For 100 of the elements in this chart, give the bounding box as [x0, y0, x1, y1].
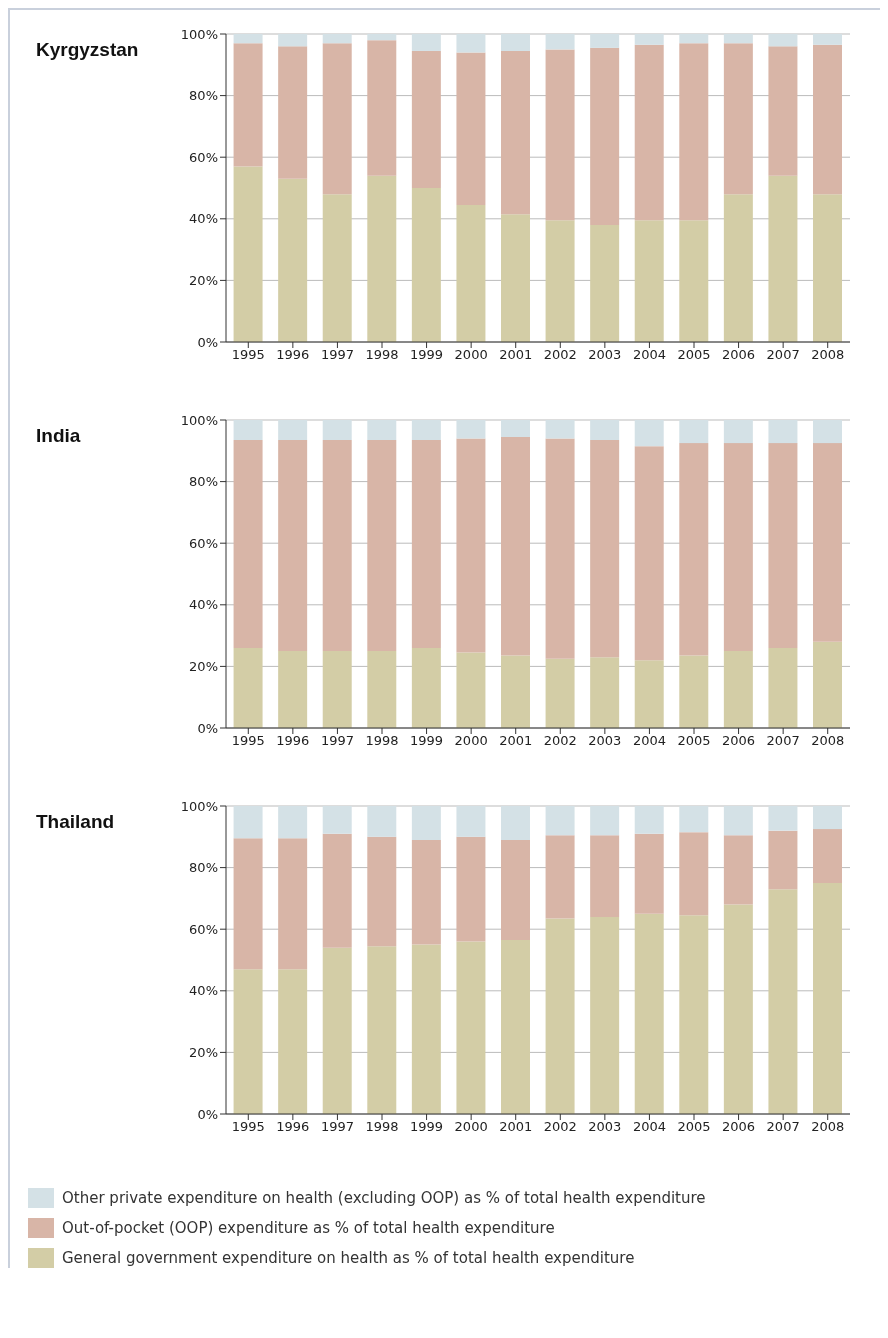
- bar: [278, 420, 308, 441]
- bar: [501, 34, 531, 51]
- bar: [456, 420, 486, 439]
- y-tick-label: 80%: [189, 88, 218, 104]
- bar: [322, 947, 352, 1114]
- bar: [768, 34, 798, 47]
- bar: [456, 204, 486, 342]
- bar: [278, 440, 308, 651]
- x-tick-label: 2001: [499, 347, 533, 363]
- bar: [679, 806, 709, 833]
- bar: [634, 420, 664, 447]
- x-tick-label: 2008: [811, 733, 845, 749]
- bar: [545, 835, 575, 919]
- x-tick-label: 1997: [320, 347, 354, 363]
- x-tick-label: 2008: [811, 347, 845, 363]
- bar: [768, 420, 798, 444]
- bar: [545, 220, 575, 342]
- bar: [634, 660, 664, 728]
- bar: [723, 34, 753, 44]
- y-tick-label: 40%: [189, 211, 218, 227]
- bar: [634, 446, 664, 661]
- text: India: [36, 425, 81, 446]
- x-tick-label: 1995: [231, 1119, 265, 1135]
- bar: [456, 941, 486, 1114]
- bar: [813, 44, 843, 195]
- bar: [590, 47, 620, 225]
- bar: [411, 34, 441, 51]
- x-tick-label: 2002: [543, 733, 577, 749]
- bar: [813, 443, 843, 642]
- x-tick-label: 1995: [231, 733, 265, 749]
- x-tick-label: 2006: [722, 733, 756, 749]
- bar: [634, 220, 664, 342]
- y-tick-label: 60%: [189, 149, 218, 165]
- x-tick-label: 2002: [543, 1119, 577, 1135]
- bar: [679, 43, 709, 221]
- bar: [590, 34, 620, 48]
- x-tick-label: 2006: [722, 347, 756, 363]
- bar: [411, 647, 441, 728]
- chart-title: Thailand: [36, 811, 115, 832]
- bar: [590, 806, 620, 836]
- bar: [545, 34, 575, 50]
- y-tick-label: 60%: [189, 921, 218, 937]
- bar: [768, 647, 798, 728]
- bar: [322, 440, 352, 651]
- bar: [590, 224, 620, 342]
- bar: [545, 658, 575, 728]
- bar: [679, 420, 709, 444]
- bar: [367, 836, 397, 947]
- bar: [768, 806, 798, 831]
- y-tick-label: 100%: [180, 26, 218, 42]
- bar: [456, 52, 486, 205]
- bar: [233, 420, 263, 441]
- bar: [456, 806, 486, 837]
- bar: [233, 166, 263, 342]
- x-tick-label: 2004: [632, 733, 666, 749]
- bar: [590, 440, 620, 658]
- bar: [723, 835, 753, 905]
- bar: [813, 194, 843, 342]
- x-tick-label: 1996: [276, 733, 310, 749]
- bar: [679, 34, 709, 44]
- bar: [813, 883, 843, 1114]
- x-tick-label: 1998: [365, 347, 399, 363]
- bar: [501, 50, 531, 215]
- x-tick-label: 2003: [588, 1119, 622, 1135]
- bar: [501, 214, 531, 342]
- bar: [233, 43, 263, 167]
- x-tick-label: 2004: [632, 347, 666, 363]
- bar: [456, 652, 486, 728]
- bar: [813, 806, 843, 830]
- bar: [233, 838, 263, 970]
- x-tick-label: 1997: [320, 1119, 354, 1135]
- bar: [278, 178, 308, 342]
- y-tick-label: 20%: [189, 1045, 218, 1061]
- legend-label: Out-of-pocket (OOP) expenditure as % of total health expenditure: [62, 1219, 555, 1237]
- bar: [723, 443, 753, 651]
- bar: [411, 806, 441, 840]
- bar: [411, 440, 441, 648]
- bar: [634, 913, 664, 1114]
- x-tick-label: 2005: [677, 733, 711, 749]
- x-tick-label: 1998: [365, 1119, 399, 1135]
- y-tick-label: 60%: [189, 535, 218, 551]
- bar: [723, 420, 753, 444]
- y-tick-label: 0%: [197, 1106, 218, 1122]
- bar: [411, 944, 441, 1114]
- bar: [367, 806, 397, 837]
- bar: [322, 34, 352, 44]
- bar: [679, 655, 709, 728]
- bar: [590, 835, 620, 917]
- bar: [411, 188, 441, 342]
- bar: [634, 833, 664, 914]
- bar: [278, 34, 308, 47]
- bar: [545, 918, 575, 1114]
- bar: [545, 438, 575, 659]
- bar: [723, 904, 753, 1114]
- bar: [501, 939, 531, 1114]
- x-tick-label: 1995: [231, 347, 265, 363]
- bar: [501, 655, 531, 728]
- x-tick-label: 2001: [499, 733, 533, 749]
- bar: [768, 175, 798, 342]
- x-tick-label: 2007: [766, 1119, 800, 1135]
